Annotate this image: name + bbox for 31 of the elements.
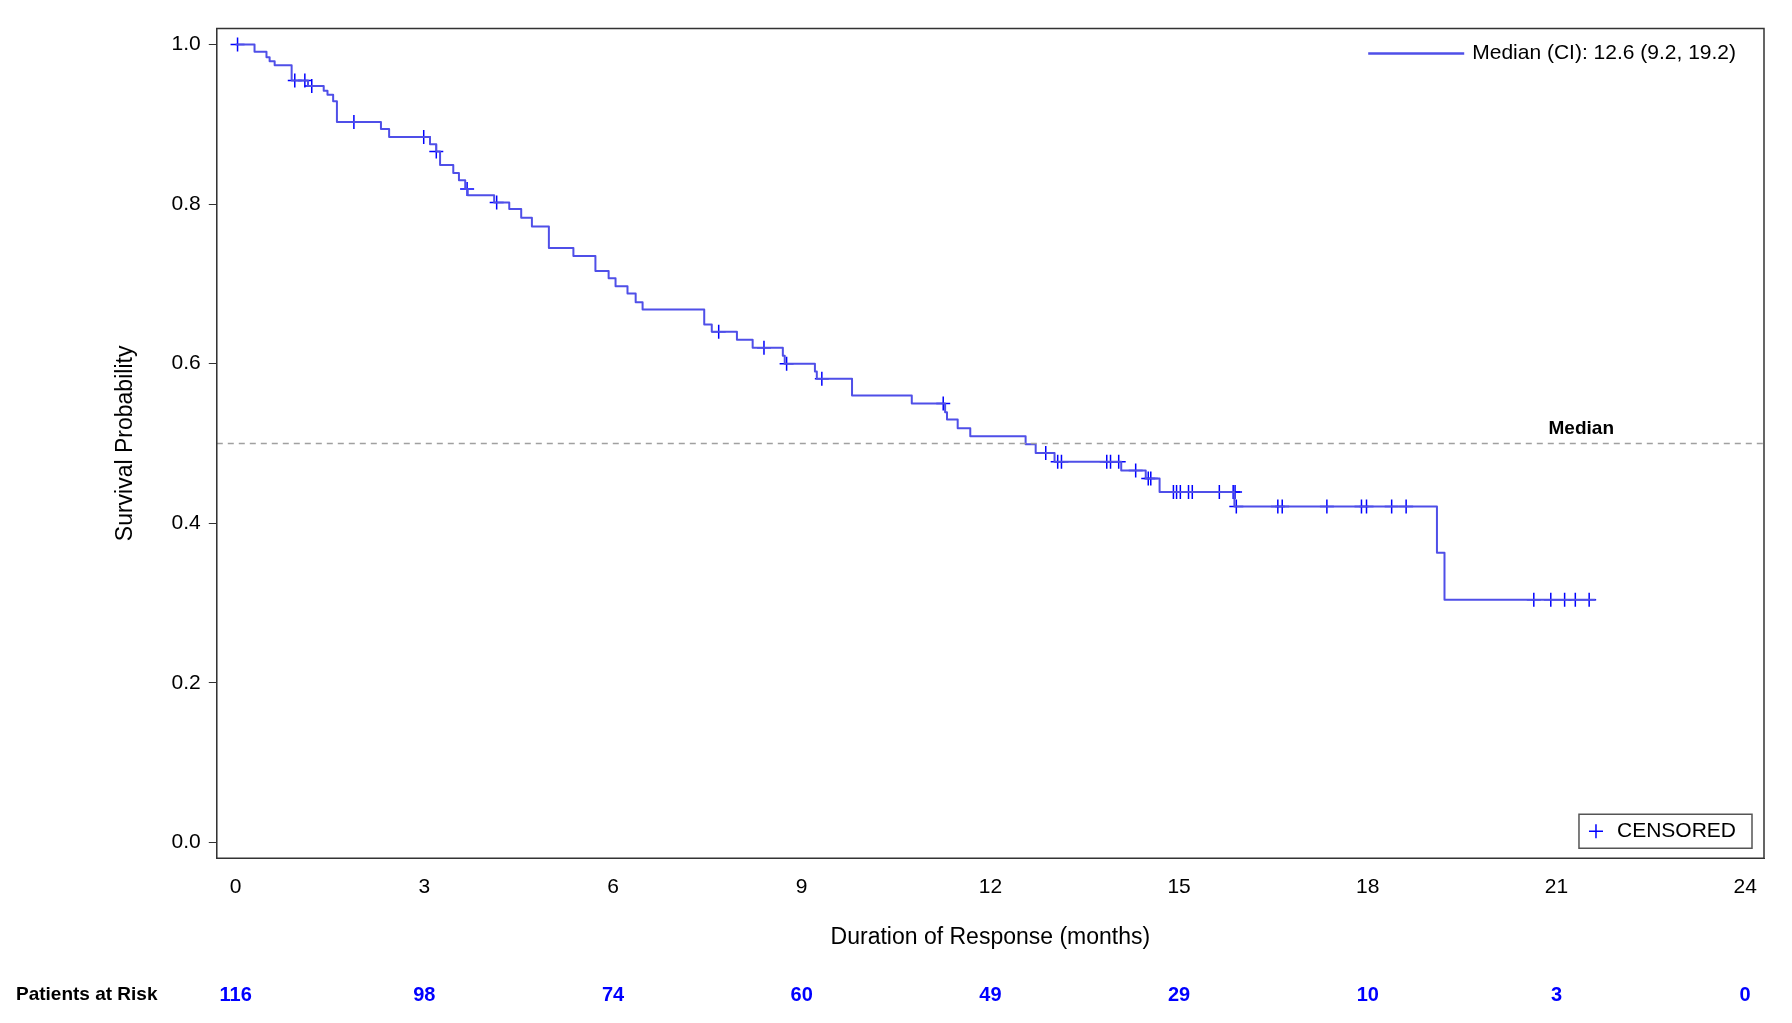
annotation: CENSORED [1616, 818, 1737, 841]
x-tick-label: 24 [1733, 873, 1758, 897]
y-tick-label: 0.4 [171, 509, 202, 533]
x-tick-label: 3 [418, 873, 431, 897]
text: 29 [1167, 982, 1191, 1005]
ref-line-label: Median [1548, 417, 1614, 439]
y-tick-label: 0.0 [171, 829, 201, 853]
x-tick-label: 0 [229, 873, 242, 897]
y-axis-title: Survival Probability [111, 345, 138, 542]
text: 98 [413, 982, 436, 1005]
y-tick-label: 1.0 [171, 31, 201, 55]
x-tick-label: 15 [1167, 873, 1191, 897]
x-tick-label: 21 [1544, 873, 1569, 897]
point [459, 181, 475, 197]
y-tick-label: 0.6 [171, 350, 201, 374]
text: 0 [1739, 982, 1751, 1005]
text: Patients at Risk [16, 983, 158, 1005]
x-tick-label: 12 [978, 873, 1003, 897]
text: 60 [790, 982, 813, 1005]
y-tick-label: 0.8 [171, 190, 201, 214]
text: 10 [1356, 982, 1379, 1005]
x-tick-label: 9 [795, 873, 808, 897]
x-tick-label: 6 [607, 873, 619, 897]
text: 116 [219, 982, 252, 1005]
legend-label: Median (CI): 12.6 (9.2, 19.2) [1472, 40, 1736, 64]
text: 49 [979, 982, 1002, 1005]
x-tick-label: 18 [1356, 873, 1380, 897]
text: 3 [1550, 982, 1563, 1005]
y-tick-label: 0.2 [171, 669, 201, 693]
x-axis-title: Duration of Response (months) [830, 922, 1151, 949]
text: 74 [601, 982, 626, 1005]
